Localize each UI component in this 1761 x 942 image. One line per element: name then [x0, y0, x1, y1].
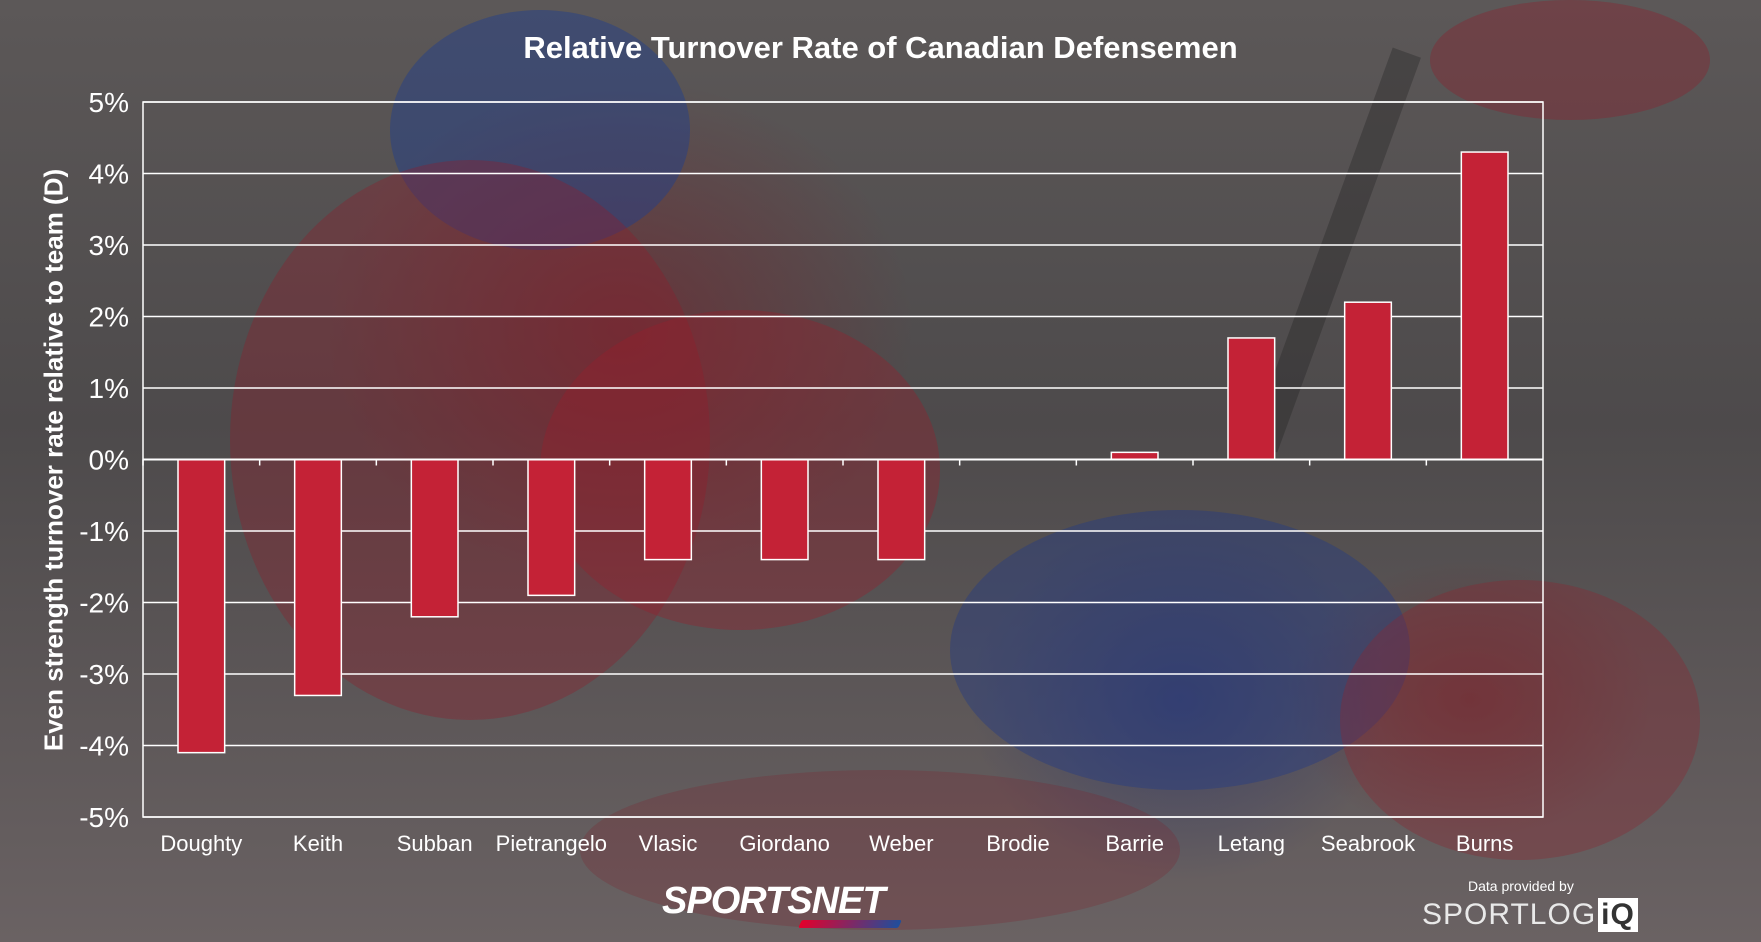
y-tick-label: -4%	[79, 731, 129, 762]
y-tick-label: 5%	[89, 87, 129, 118]
bar-subban	[410, 458, 459, 618]
sportlogiq-logo-iq: iQ	[1598, 898, 1638, 932]
x-tick-label: Brodie	[986, 831, 1050, 856]
bar-giordano	[760, 458, 809, 561]
sportsnet-logo-swoosh	[798, 920, 902, 928]
x-tick-label: Letang	[1218, 831, 1285, 856]
sportlogiq-logo-text: SPORTLOG	[1422, 898, 1597, 931]
x-tick-label: Giordano	[739, 831, 830, 856]
sportlogiq-logo: SPORTLOG iQ	[1422, 898, 1638, 932]
y-tick-label: 0%	[89, 445, 129, 476]
bar-keith	[293, 458, 343, 697]
y-tick-label: 1%	[89, 373, 129, 404]
bar-burns	[1460, 151, 1509, 461]
y-tick-labels: -5% -4% -3% -2% -1% 0% 1% 2% 3% 4% 5%	[79, 87, 129, 833]
bar-vlasic	[643, 458, 693, 561]
x-tick-label: Barrie	[1105, 831, 1164, 856]
bar-weber	[877, 458, 926, 561]
bar-seabrook	[1343, 301, 1393, 461]
y-tick-label: 3%	[89, 230, 129, 261]
x-tick-label: Burns	[1456, 831, 1513, 856]
x-tick-label: Weber	[869, 831, 933, 856]
y-tick-label: -1%	[79, 516, 129, 547]
data-credit: Data provided by	[1468, 878, 1574, 894]
y-axis-label: Even strength turnover rate relative to …	[38, 168, 69, 752]
x-tick-label: Doughty	[160, 831, 242, 856]
y-tick-label: -5%	[79, 802, 129, 833]
plot-frame	[142, 101, 1544, 818]
x-tick-label: Subban	[397, 831, 473, 856]
x-tick-label: Seabrook	[1321, 831, 1416, 856]
y-tick-label: -3%	[79, 659, 129, 690]
x-tick-labels: Doughty Keith Subban Pietrangelo Vlasic Giord…	[160, 831, 1513, 856]
bar-letang	[1227, 337, 1276, 461]
y-tick-label: -2%	[79, 588, 129, 619]
chart-title: Relative Turnover Rate of Canadian Defen…	[523, 30, 1238, 65]
bar-barrie	[1110, 451, 1159, 461]
bars	[177, 151, 1509, 754]
sportsnet-logo: SPORTSNET	[662, 880, 886, 922]
x-tick-label: Keith	[293, 831, 343, 856]
y-tick-label: 2%	[89, 302, 129, 333]
x-tick-label: Vlasic	[639, 831, 698, 856]
bar-pietrangelo	[527, 458, 576, 597]
x-tick-label: Pietrangelo	[496, 831, 607, 856]
y-tick-label: 4%	[89, 159, 129, 190]
bar-doughty	[177, 458, 226, 754]
